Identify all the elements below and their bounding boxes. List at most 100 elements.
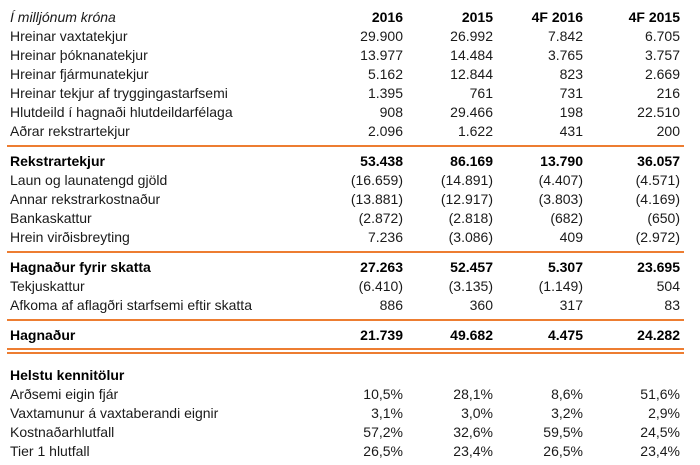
value-cell: 761 bbox=[469, 85, 493, 101]
value-cell: 2.669 bbox=[644, 66, 680, 82]
table-row: Hreinar fjármunatekjur 5.162 12.844 823 2.66… bbox=[0, 65, 700, 84]
row-label: Laun og launatengd gjöld bbox=[10, 172, 168, 188]
value-cell: 23.695 bbox=[637, 259, 680, 275]
value-cell: 29.900 bbox=[360, 28, 403, 44]
section-divider bbox=[7, 319, 684, 321]
table-row: Aðrar rekstrartekjur 2.096 1.622 431 200 bbox=[0, 122, 700, 141]
value-cell: 26,5% bbox=[543, 443, 583, 459]
value-cell: (1.149) bbox=[538, 278, 583, 294]
row-label: Rekstrartekjur bbox=[10, 153, 105, 169]
value-cell: (4.169) bbox=[635, 191, 680, 207]
value-cell: (3.135) bbox=[448, 278, 493, 294]
value-cell: 823 bbox=[559, 66, 583, 82]
value-cell: 3.765 bbox=[547, 47, 583, 63]
value-cell: 431 bbox=[559, 123, 583, 139]
value-cell: (2.972) bbox=[635, 229, 680, 245]
table-row: Hreinar tekjur af tryggingastarfsemi 1.39… bbox=[0, 84, 700, 103]
value-cell: 24,5% bbox=[640, 424, 680, 440]
table-row: Hreinar þóknanatekjur 13.977 14.484 3.765 3.… bbox=[0, 46, 700, 65]
value-cell: 86.169 bbox=[450, 153, 493, 169]
table-row: Tier 1 hlutfall 26,5% 23,4% 26,5% 23,4% bbox=[0, 442, 700, 461]
value-cell: (2.872) bbox=[358, 210, 403, 226]
value-cell: 52.457 bbox=[450, 259, 493, 275]
table-body: Hreinar vaxtatekjur 29.900 26.992 7.842 6.70… bbox=[0, 27, 700, 461]
value-cell: (682) bbox=[550, 210, 583, 226]
table-row: Hagnaður 21.739 49.682 4.475 24.282 bbox=[0, 326, 700, 345]
column-header-4f2015: 4F 2015 bbox=[628, 9, 680, 25]
value-cell: (650) bbox=[647, 210, 680, 226]
value-cell: 317 bbox=[559, 297, 583, 313]
value-cell: 216 bbox=[656, 85, 680, 101]
value-cell: 57,2% bbox=[363, 424, 403, 440]
value-cell: (14.891) bbox=[440, 172, 493, 188]
row-label: Annar rekstrarkostnaður bbox=[10, 191, 161, 207]
column-header-2015: 2015 bbox=[461, 9, 493, 25]
row-label: Tier 1 hlutfall bbox=[10, 443, 90, 459]
value-cell: 3,0% bbox=[461, 405, 493, 421]
table-row: Vaxtamunur á vaxtaberandi eignir 3,1% 3,0%… bbox=[0, 404, 700, 423]
value-cell: 3.757 bbox=[644, 47, 680, 63]
value-cell: 7.842 bbox=[547, 28, 583, 44]
table-row: Hreinar vaxtatekjur 29.900 26.992 7.842 6.70… bbox=[0, 27, 700, 46]
value-cell: 59,5% bbox=[543, 424, 583, 440]
value-cell: (4.571) bbox=[635, 172, 680, 188]
value-cell: 4.475 bbox=[547, 327, 583, 343]
value-cell: 83 bbox=[664, 297, 680, 313]
value-cell: (12.917) bbox=[440, 191, 493, 207]
section-divider-double bbox=[7, 348, 684, 354]
table-row: Afkoma af aflagðri starfsemi eftir skatt… bbox=[0, 296, 700, 315]
value-cell: 360 bbox=[469, 297, 493, 313]
value-cell: 51,6% bbox=[640, 386, 680, 402]
value-cell: (6.410) bbox=[358, 278, 403, 294]
unit-label: Í milljónum króna bbox=[10, 9, 116, 25]
value-cell: (16.659) bbox=[350, 172, 403, 188]
value-cell: (2.818) bbox=[448, 210, 493, 226]
row-label: Arðsemi eigin fjár bbox=[10, 386, 119, 402]
value-cell: 14.484 bbox=[450, 47, 493, 63]
value-cell: (4.407) bbox=[538, 172, 583, 188]
value-cell: 8,6% bbox=[551, 386, 583, 402]
table-row: Annar rekstrarkostnaður (13.881) (12.917) (… bbox=[0, 190, 700, 209]
section-divider bbox=[7, 145, 684, 147]
table-row: Bankaskattur (2.872) (2.818) (682) (650) bbox=[0, 209, 700, 228]
value-cell: 5.162 bbox=[367, 66, 403, 82]
value-cell: 23,4% bbox=[640, 443, 680, 459]
table-row: Rekstrartekjur 53.438 86.169 13.790 36.057 bbox=[0, 152, 700, 171]
value-cell: 22.510 bbox=[637, 104, 680, 120]
value-cell: 29.466 bbox=[450, 104, 493, 120]
value-cell: 26,5% bbox=[363, 443, 403, 459]
row-label: Hrein virðisbreyting bbox=[10, 229, 130, 245]
value-cell: 23,4% bbox=[453, 443, 493, 459]
value-cell: 27.263 bbox=[360, 259, 403, 275]
value-cell: 3,2% bbox=[551, 405, 583, 421]
column-header-2016: 2016 bbox=[371, 9, 403, 25]
value-cell: 5.307 bbox=[547, 259, 583, 275]
value-cell: (3.086) bbox=[448, 229, 493, 245]
value-cell: 13.790 bbox=[540, 153, 583, 169]
value-cell: 3,1% bbox=[371, 405, 403, 421]
value-cell: 2.096 bbox=[367, 123, 403, 139]
table-row: Kostnaðarhlutfall 57,2% 32,6% 59,5% 24,5% bbox=[0, 423, 700, 442]
row-label: Afkoma af aflagðri starfsemi eftir skatt… bbox=[10, 297, 252, 313]
value-cell: 36.057 bbox=[637, 153, 680, 169]
row-label: Vaxtamunur á vaxtaberandi eignir bbox=[10, 405, 219, 421]
table-row: Hagnaður fyrir skatta 27.263 52.457 5.307 23… bbox=[0, 258, 700, 277]
row-label: Hagnaður fyrir skatta bbox=[10, 259, 151, 275]
row-label: Aðrar rekstrartekjur bbox=[10, 123, 130, 139]
value-cell: 12.844 bbox=[450, 66, 493, 82]
value-cell: 504 bbox=[656, 278, 680, 294]
value-cell: 32,6% bbox=[453, 424, 493, 440]
value-cell: 1.395 bbox=[367, 85, 403, 101]
row-label: Kostnaðarhlutfall bbox=[10, 424, 115, 440]
row-label: Hreinar þóknanatekjur bbox=[10, 47, 148, 63]
row-label: Hreinar tekjur af tryggingastarfsemi bbox=[10, 85, 228, 101]
value-cell: 409 bbox=[559, 229, 583, 245]
row-label: Bankaskattur bbox=[10, 210, 92, 226]
row-label: Hreinar vaxtatekjur bbox=[10, 28, 128, 44]
row-label: Tekjuskattur bbox=[10, 278, 85, 294]
value-cell: (3.803) bbox=[538, 191, 583, 207]
value-cell: 200 bbox=[656, 123, 680, 139]
value-cell: 26.992 bbox=[450, 28, 493, 44]
value-cell: 6.705 bbox=[644, 28, 680, 44]
